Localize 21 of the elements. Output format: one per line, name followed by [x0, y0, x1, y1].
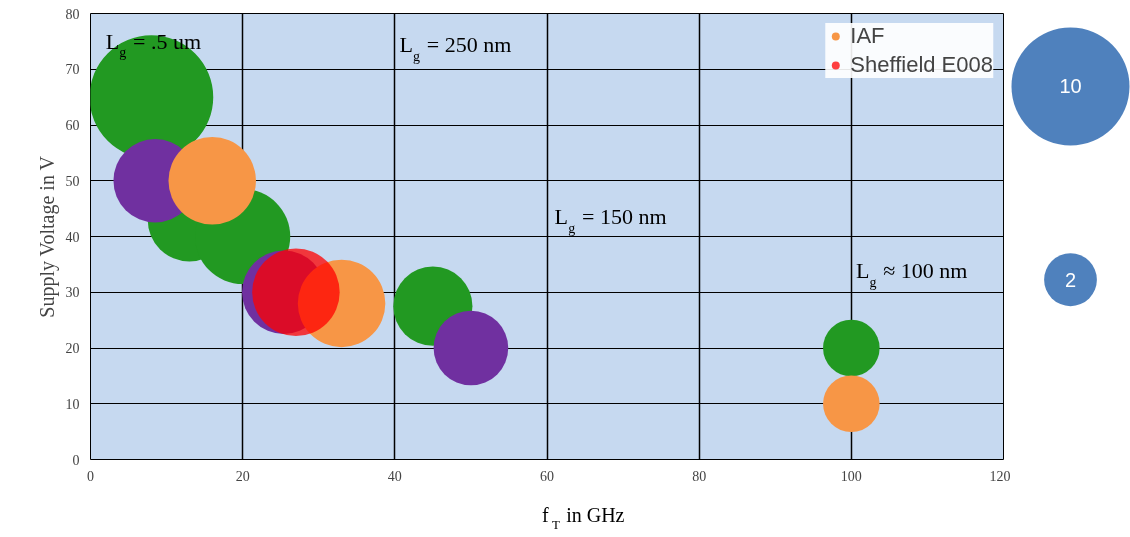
y-tick-label: 50 [65, 173, 80, 189]
legend-label: IAF [850, 23, 885, 49]
y-axis-title: Supply Voltage in V [35, 155, 59, 318]
x-tick-label: 120 [989, 468, 1011, 484]
y-tick-label: 70 [65, 62, 80, 78]
legend-label: 2 [1064, 268, 1077, 291]
y-tick-label: 40 [65, 229, 80, 245]
y-tick-label: 60 [65, 118, 80, 133]
y-tick-label: 10 [65, 396, 80, 412]
x-tick-label: 40 [387, 468, 402, 484]
x-tick-label: 100 [840, 468, 862, 484]
y-tick-label: 20 [65, 341, 80, 356]
x-tick-label: 80 [692, 468, 707, 484]
x-tick-label: 60 [540, 468, 554, 484]
legend-label: 10 [1059, 75, 1082, 98]
x-tick-label: 20 [235, 468, 250, 484]
y-tick-label: 80 [65, 6, 80, 22]
legend-label: Sheffield E008 [850, 52, 993, 78]
x-tick-label: 0 [87, 468, 94, 484]
y-tick-label: 0 [72, 452, 80, 468]
y-tick-label: 30 [65, 285, 80, 301]
